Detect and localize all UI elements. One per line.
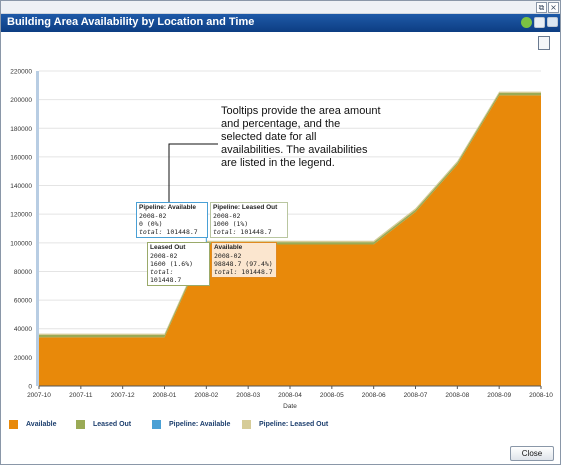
annotation-text: Tooltips provide the area amount and per… <box>221 105 381 169</box>
tooltip-total: 101448.7 <box>240 228 272 236</box>
tooltip-available: Available 2008-02 98848.7 (97.4%) total:… <box>211 242 277 278</box>
tooltip-pipeline-available: Pipeline: Available 2008-02 0 (0%) total… <box>136 202 208 238</box>
legend-label: Pipeline: Available <box>169 421 231 428</box>
tooltip-title: Pipeline: Available <box>139 204 196 211</box>
tooltip-total-label: total: <box>150 268 174 276</box>
chart-legend: Available Leased Out Pipeline: Available Pi… <box>9 420 549 435</box>
tooltip-date: 2008-02 <box>150 252 178 260</box>
legend-label: Available <box>26 421 57 428</box>
tooltip-date: 2008-02 <box>214 252 242 260</box>
y-axis-bar <box>36 71 39 386</box>
tooltip-total: 101448.7 <box>166 228 198 236</box>
y-tick-label: 0 <box>28 384 32 391</box>
tooltip-title: Pipeline: Leased Out <box>213 204 278 211</box>
tooltip-title: Leased Out <box>150 244 186 251</box>
x-tick-label: 2008-07 <box>404 392 428 399</box>
x-tick-label: 2008-03 <box>236 392 260 399</box>
x-tick-label: 2008-01 <box>153 392 177 399</box>
window-title: Building Area Availability by Location a… <box>7 16 255 28</box>
area-chart: 0 20000 40000 60000 80000 100000 120000 140000 1… <box>10 69 553 411</box>
y-tick-label: 100000 <box>10 240 32 247</box>
legend-label: Pipeline: Leased Out <box>259 421 329 428</box>
legend-swatch <box>9 420 18 429</box>
y-tick-label: 40000 <box>14 326 32 333</box>
legend-label: Leased Out <box>93 421 132 428</box>
x-tick-label: 2007-11 <box>69 392 93 399</box>
close-button[interactable]: Close <box>510 446 554 461</box>
tooltip-total-label: total: <box>213 228 237 236</box>
y-tick-label: 220000 <box>10 69 32 76</box>
tooltip-total: 101448.7 <box>150 276 182 284</box>
x-tick-label: 2008-05 <box>320 392 344 399</box>
y-tick-label: 180000 <box>10 126 32 133</box>
legend-swatch <box>242 420 251 429</box>
y-tick-label: 120000 <box>10 212 32 219</box>
restore-icon[interactable]: ⧉ <box>536 2 547 13</box>
x-tick-label: 2008-04 <box>278 392 302 399</box>
legend-swatch <box>76 420 85 429</box>
y-tick-label: 60000 <box>14 298 32 305</box>
x-axis-label: Date <box>283 403 297 410</box>
x-tick-label: 2008-09 <box>487 392 511 399</box>
window-top-bar: ⧉ × <box>1 1 560 14</box>
annotation-leader-line <box>168 143 218 202</box>
y-tick-label: 80000 <box>14 269 32 276</box>
tooltip-value: 1000 (1%) <box>213 220 249 228</box>
window-header: Building Area Availability by Location a… <box>1 14 560 32</box>
print-icon[interactable] <box>534 17 545 28</box>
y-tick-label: 20000 <box>14 355 32 362</box>
add-icon[interactable] <box>521 17 532 28</box>
export-icon[interactable] <box>538 36 550 50</box>
x-tick-label: 2008-02 <box>194 392 218 399</box>
series-area-available <box>39 95 541 386</box>
y-tick-label: 200000 <box>10 97 32 104</box>
tooltip-title: Available <box>214 244 243 251</box>
email-icon[interactable] <box>547 17 558 27</box>
tooltip-total-label: total: <box>139 228 163 236</box>
x-tick-label: 2008-08 <box>445 392 469 399</box>
tooltip-leased-out: Leased Out 2008-02 1600 (1.6%) total: 10… <box>147 242 210 286</box>
x-tick-label: 2008-10 <box>529 392 553 399</box>
y-tick-label: 140000 <box>10 183 32 190</box>
x-tick-label: 2007-10 <box>27 392 51 399</box>
tooltip-total: 101448.7 <box>241 268 273 276</box>
tooltip-value: 1600 (1.6%) <box>150 260 194 268</box>
x-tick-label: 2007-12 <box>111 392 135 399</box>
y-tick-label: 160000 <box>10 154 32 161</box>
tooltip-total-label: total: <box>214 268 238 276</box>
x-tick-label: 2008-06 <box>362 392 386 399</box>
legend-swatch <box>152 420 161 429</box>
tooltip-date: 2008-02 <box>139 212 167 220</box>
tooltip-value: 0 (0%) <box>139 220 163 228</box>
tooltip-pipeline-leased-out: Pipeline: Leased Out 2008-02 1000 (1%) t… <box>210 202 288 238</box>
tooltip-date: 2008-02 <box>213 212 241 220</box>
close-window-icon[interactable]: × <box>548 2 559 13</box>
tooltip-value: 98848.7 (97.4%) <box>214 260 273 268</box>
